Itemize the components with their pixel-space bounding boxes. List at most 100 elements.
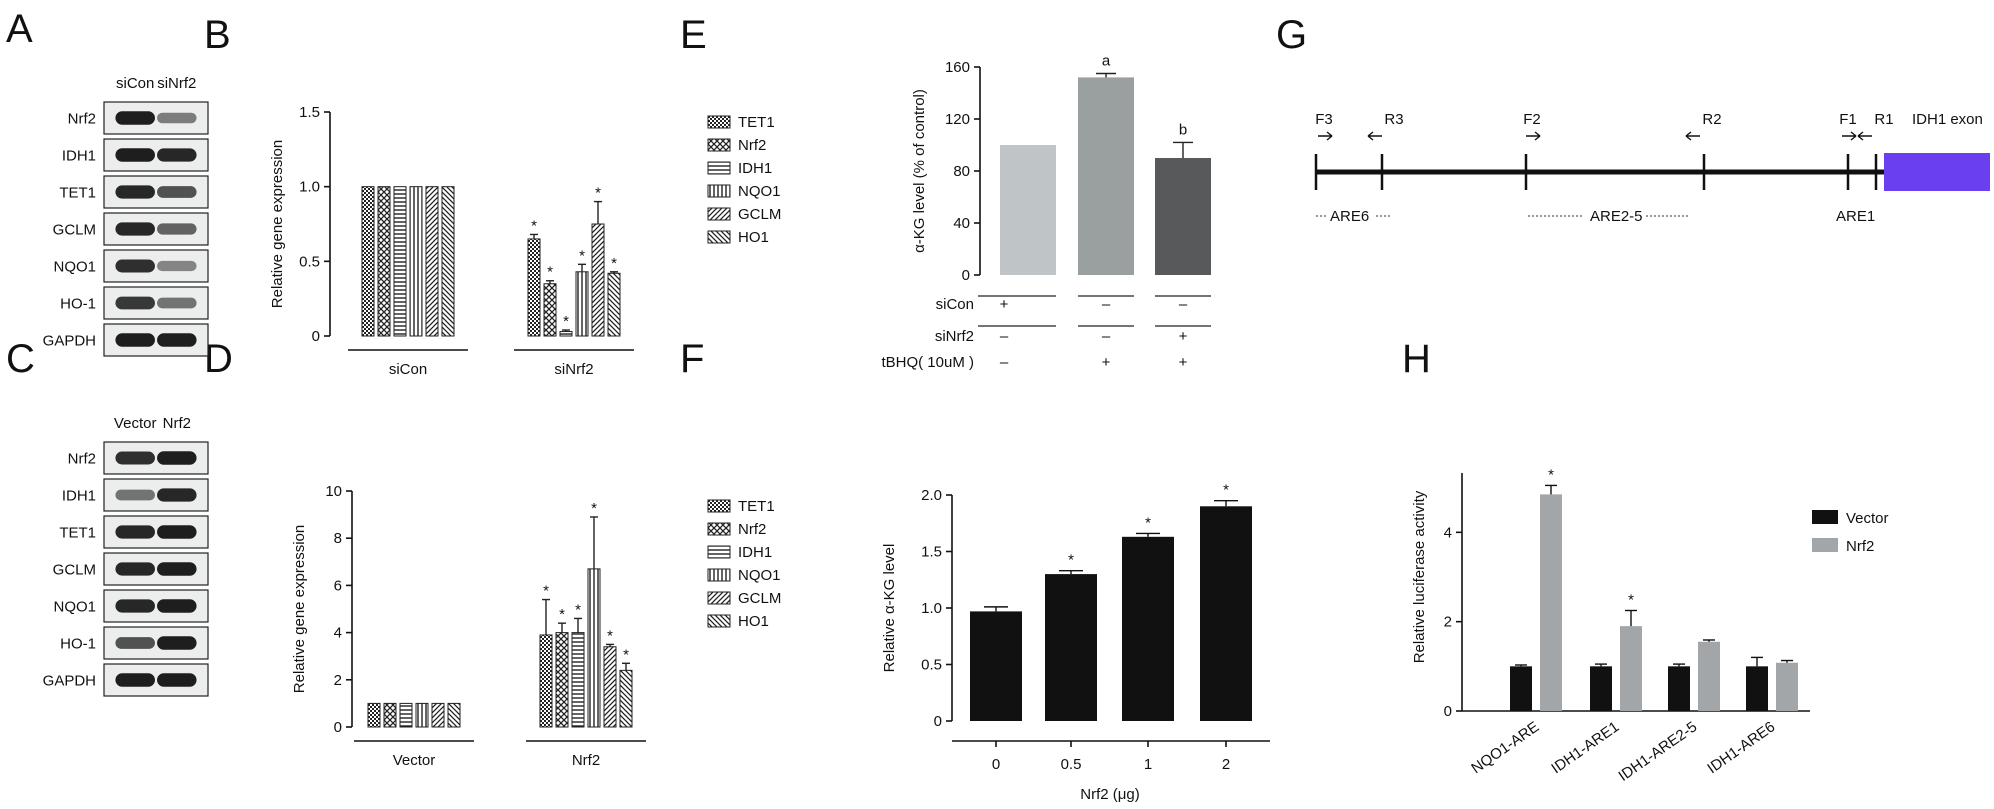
blot-band <box>157 488 197 502</box>
legend-label: NQO1 <box>738 567 781 584</box>
bar <box>527 238 541 337</box>
blot-band <box>157 562 197 576</box>
bar <box>555 632 569 728</box>
bar <box>1510 666 1532 711</box>
blot-band <box>115 259 155 273</box>
blot-band <box>115 333 155 347</box>
chart-h: 0 2 4 Relative luciferase activity * NQO1-ARE… <box>1411 466 1889 784</box>
legend-swatch <box>707 115 731 129</box>
y-tick-label: 2 <box>334 672 342 689</box>
y-tick-label: 0 <box>334 719 342 736</box>
bar <box>393 186 407 337</box>
blot-row-label: HO-1 <box>60 296 96 313</box>
region-label: ARE6 <box>1330 208 1369 225</box>
y-axis-label: Relative luciferase activity <box>1411 490 1428 663</box>
bar <box>539 634 553 728</box>
region-label: ARE2-5 <box>1590 208 1643 225</box>
legend-label: IDH1 <box>738 160 772 177</box>
bar <box>361 186 375 337</box>
bar <box>1620 626 1642 711</box>
blot-band <box>157 223 197 235</box>
legend-label: Nrf2 <box>738 137 766 154</box>
blot-column-label: Nrf2 <box>163 415 191 432</box>
bar <box>399 702 413 728</box>
bar <box>383 702 397 728</box>
legend-label: TET1 <box>738 498 775 515</box>
bar <box>1746 666 1768 711</box>
x-tick-label: IDH1-ARE2-5 <box>1615 718 1700 785</box>
legend-label: IDH1 <box>738 544 772 561</box>
y-tick-label: 4 <box>334 625 342 642</box>
bar <box>1776 662 1798 711</box>
legend-swatch <box>707 522 731 536</box>
bar <box>1200 506 1252 721</box>
primer-arrow <box>1367 131 1382 141</box>
y-tick-label: 120 <box>945 111 970 128</box>
legend-swatch <box>707 499 731 513</box>
chart-d: 0 2 4 6 8 10 Relative gene expression Vector * * *… <box>291 483 781 769</box>
bar <box>591 223 605 337</box>
y-axis-label: α-KG level (% of control) <box>911 89 928 253</box>
condition-mark: – <box>1000 328 1009 345</box>
blot-row-label: NQO1 <box>53 259 96 276</box>
panel-label-c: C <box>6 337 35 381</box>
blot-column-label: siNrf2 <box>157 75 196 92</box>
x-tick-label: IDH1-ARE6 <box>1704 718 1778 777</box>
y-tick-label: 1.0 <box>299 179 320 196</box>
y-tick-label: 1.5 <box>299 104 320 121</box>
condition-mark: + <box>1000 296 1009 313</box>
region-label: ARE1 <box>1836 208 1875 225</box>
blot-row-label: GCLM <box>53 562 96 579</box>
condition-label: tBHQ( 10uM ) <box>881 354 974 371</box>
blot-band <box>115 489 155 501</box>
y-tick-label: 2.0 <box>921 487 942 504</box>
bar <box>1045 574 1097 721</box>
significance-mark: * <box>559 606 565 623</box>
condition-mark: + <box>1102 354 1111 371</box>
bar <box>1540 494 1562 711</box>
blot-band <box>115 148 155 162</box>
group-label: Nrf2 <box>572 752 600 769</box>
blot-band <box>115 673 155 687</box>
bar <box>559 331 573 337</box>
bar <box>441 186 455 337</box>
primer-arrow <box>1685 131 1700 141</box>
y-tick-label: 1.0 <box>921 600 942 617</box>
condition-label: siNrf2 <box>935 328 974 345</box>
y-tick-label: 0 <box>312 328 320 345</box>
condition-mark: – <box>1102 296 1111 313</box>
bar <box>1698 641 1720 711</box>
y-tick-label: 2 <box>1444 614 1452 631</box>
chart-e: 0 40 80 120 160 α-KG level (% of control) a b si… <box>881 53 1211 371</box>
legend-label: Nrf2 <box>1846 538 1874 555</box>
legend-label: NQO1 <box>738 183 781 200</box>
blot-row-label: TET1 <box>59 525 96 542</box>
primer-label: F3 <box>1315 111 1333 128</box>
bar <box>1000 145 1056 275</box>
bar <box>575 271 589 337</box>
blot-band <box>157 636 197 650</box>
x-tick-label: 0.5 <box>1061 756 1082 773</box>
y-tick-label: 4 <box>1444 524 1452 541</box>
blot-band <box>157 333 197 347</box>
legend-swatch <box>707 591 731 605</box>
legend-swatch <box>1812 538 1838 552</box>
legend-swatch <box>707 138 731 152</box>
bar <box>367 702 381 728</box>
legend-label: GCLM <box>738 206 781 223</box>
condition-mark: – <box>1000 354 1009 371</box>
bar <box>425 186 439 337</box>
blot-row-label: Nrf2 <box>68 111 96 128</box>
significance-mark: * <box>1628 592 1634 609</box>
significance-mark: * <box>623 646 629 663</box>
panel-label-h: H <box>1402 337 1431 381</box>
western-blot-a: siCon siNrf2 Nrf2 IDH1 TET1 GCLM NQO1 HO-1 GAPDH <box>43 75 209 357</box>
y-tick-label: 0.5 <box>299 253 320 270</box>
panel-label-d: D <box>204 337 233 381</box>
blot-row-label: TET1 <box>59 185 96 202</box>
y-tick-label: 10 <box>325 483 342 500</box>
primer-arrow <box>1857 131 1872 141</box>
bar <box>431 702 445 728</box>
chart-b: 0 0.5 1.0 1.5 Relative gene expression siCon *… <box>269 104 781 378</box>
